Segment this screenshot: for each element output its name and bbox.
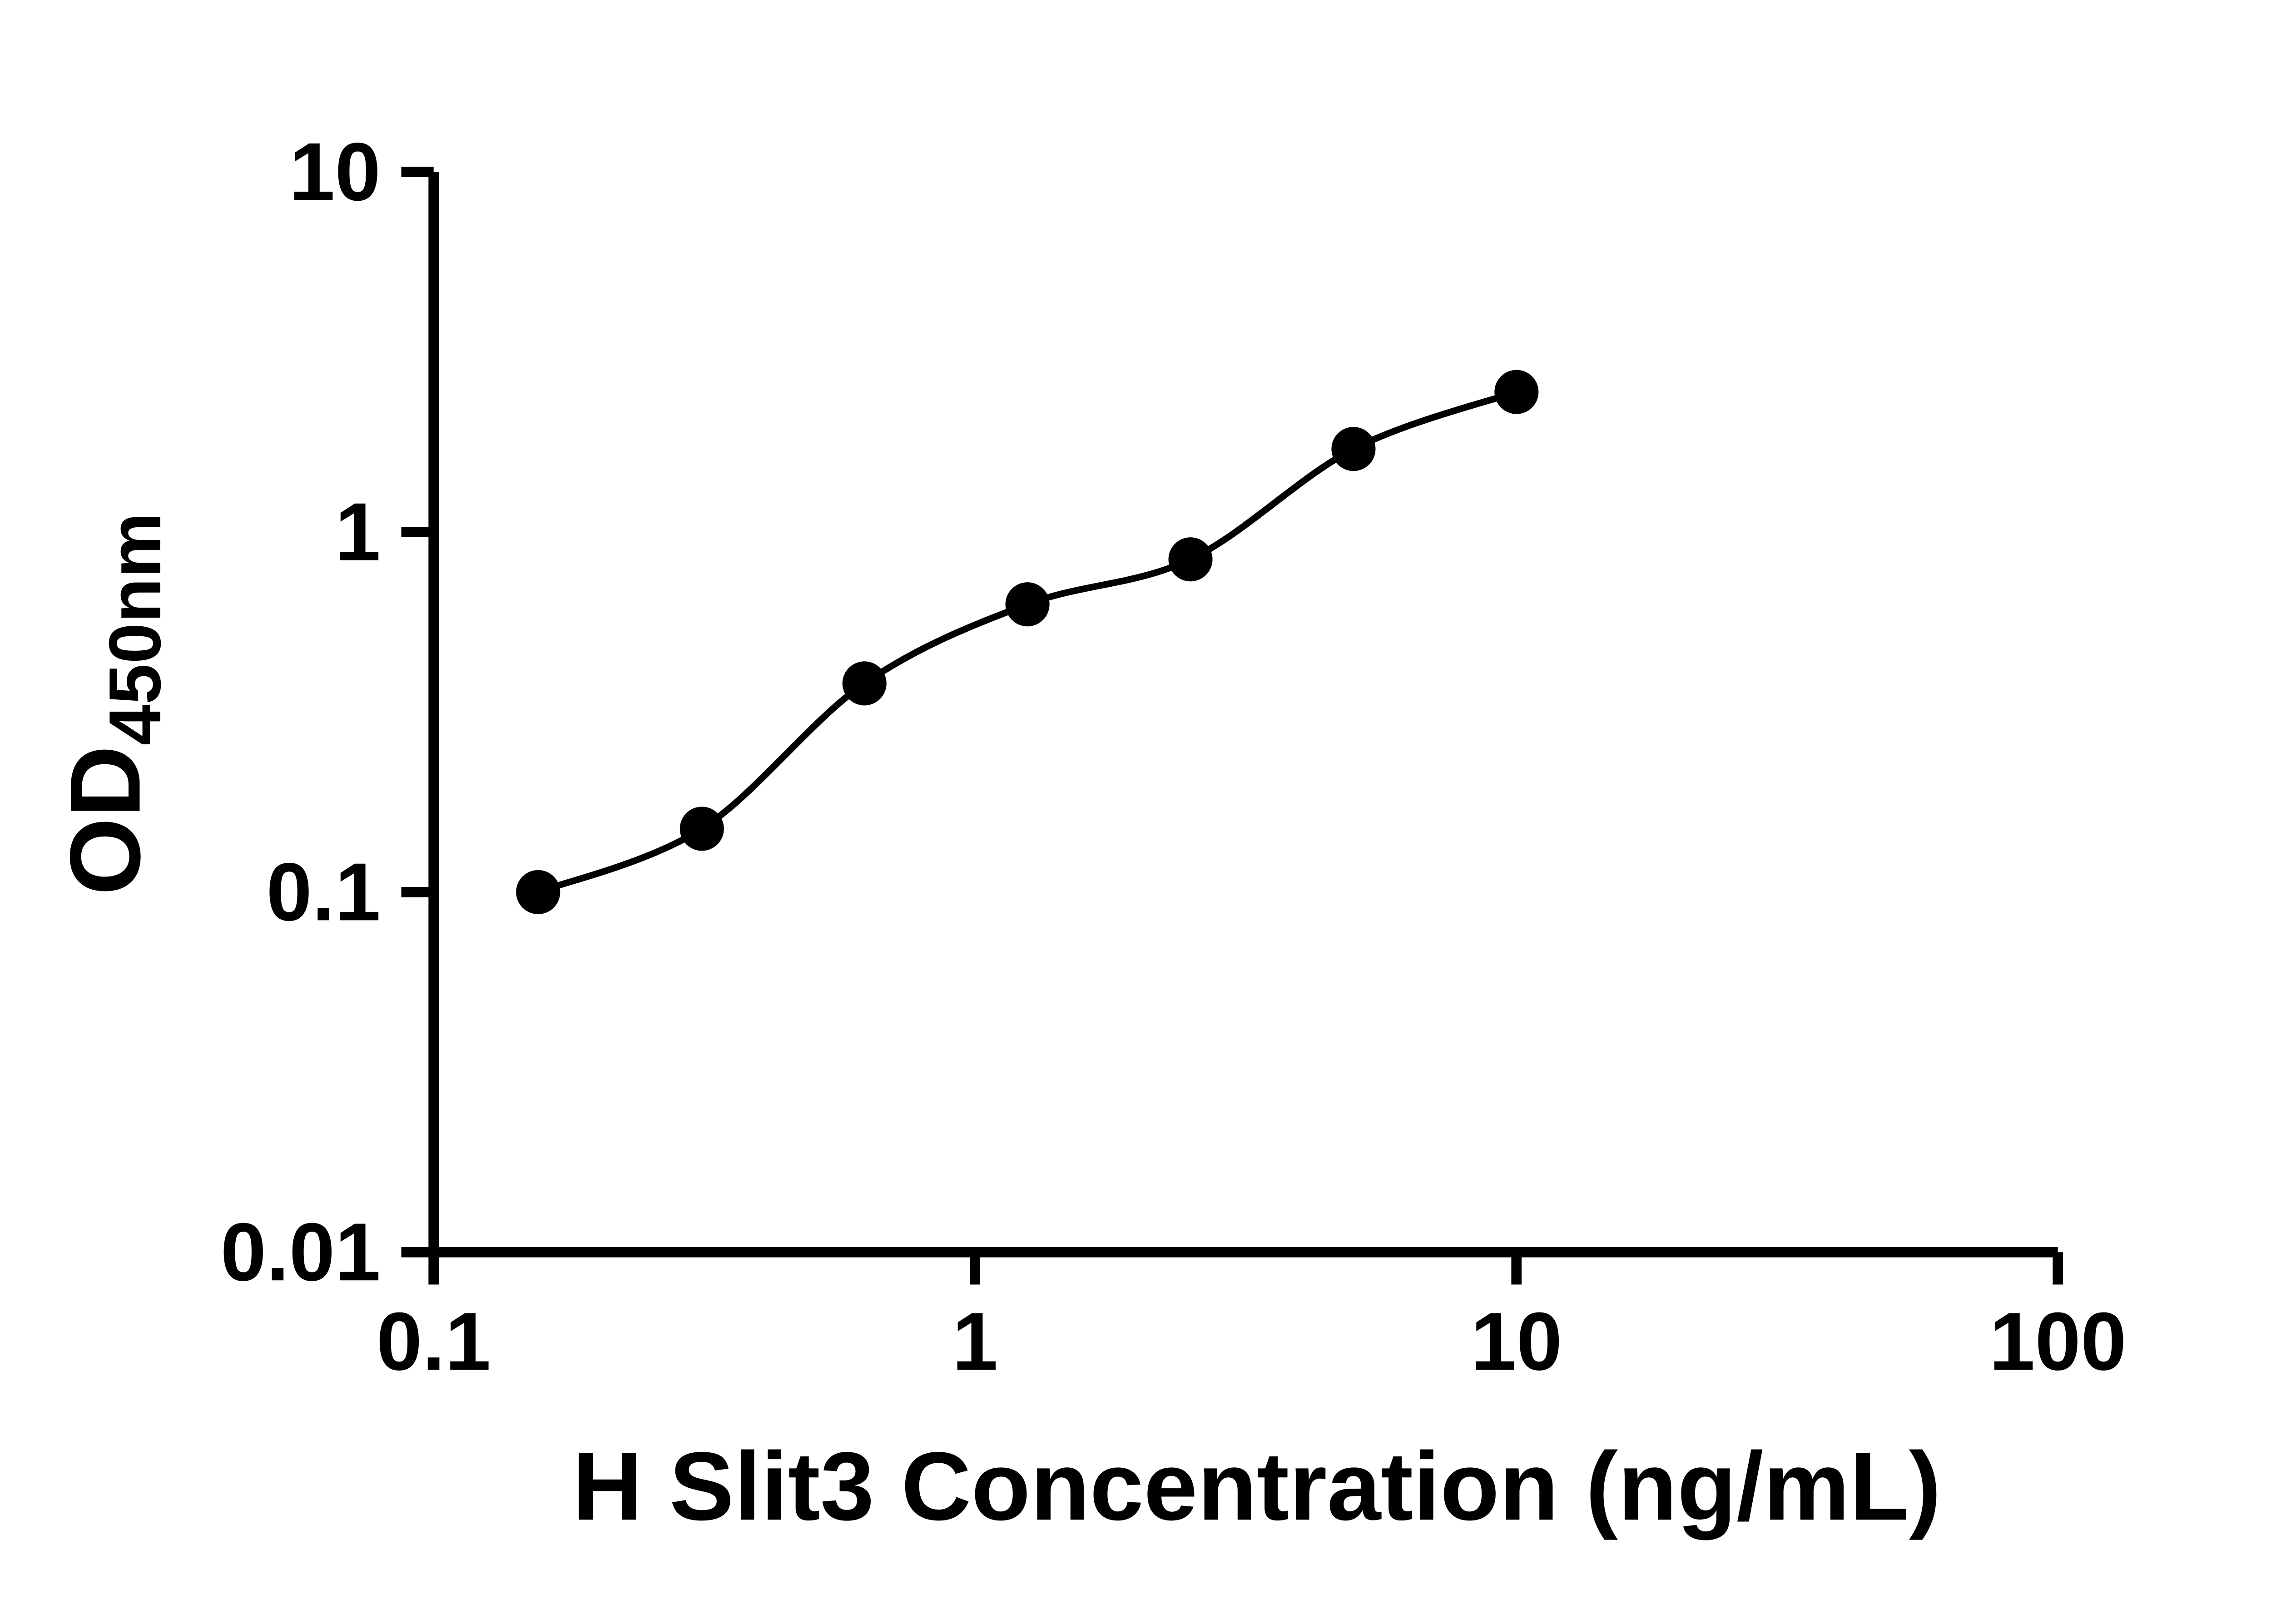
data-point: [1494, 370, 1539, 414]
data-point: [679, 807, 724, 851]
y-axis-title-sub: 450nm: [94, 513, 176, 746]
x-tick-label: 1: [952, 1296, 998, 1387]
data-point: [1005, 582, 1050, 627]
plot-series: [516, 370, 1539, 914]
axis-ticks: [401, 167, 2063, 1285]
y-tick-label: 0.01: [220, 1206, 381, 1298]
data-point: [1168, 537, 1213, 582]
y-tick-label: 10: [289, 126, 381, 218]
x-axis-title: H Slit3 Concentration (ng/mL): [572, 1432, 1941, 1540]
x-tick-label: 100: [1989, 1296, 2127, 1387]
y-tick-label: 0.1: [266, 846, 381, 938]
x-tick-label: 0.1: [377, 1296, 491, 1387]
x-tick-label: 10: [1471, 1296, 1562, 1387]
data-point: [842, 661, 887, 706]
data-point: [1331, 427, 1376, 471]
y-axis-title: OD450nm: [49, 513, 176, 896]
y-tick-label: 1: [335, 486, 381, 578]
axes: [428, 172, 2058, 1258]
axis-spines: [428, 172, 2058, 1258]
y-axis-title-main: OD: [49, 745, 161, 895]
data-point: [516, 870, 560, 914]
